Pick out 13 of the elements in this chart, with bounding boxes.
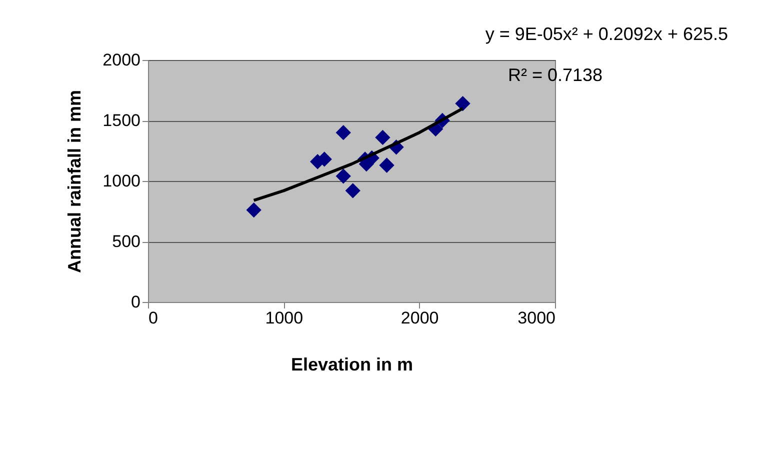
y-tick-label: 2000 bbox=[102, 50, 140, 70]
y-tick-label: 500 bbox=[112, 232, 140, 251]
x-tick-label: 3000 bbox=[518, 308, 556, 328]
annotation: R² = 0.7138 bbox=[508, 65, 603, 85]
y-axis-title: Annual rainfall in mm bbox=[64, 90, 85, 274]
x-tick-label: 1000 bbox=[265, 308, 304, 328]
y-tick-label: 1500 bbox=[102, 111, 140, 130]
x-tick-label: 2000 bbox=[400, 308, 439, 328]
x-axis-title: Elevation in m bbox=[290, 354, 414, 374]
y-tick-label: 1000 bbox=[102, 172, 140, 190]
x-tick-label: 0 bbox=[148, 308, 158, 328]
text: y = 9E-05x² + 0.2092x + 625.5 bbox=[485, 24, 728, 44]
y-tick-label: 0 bbox=[131, 292, 140, 312]
